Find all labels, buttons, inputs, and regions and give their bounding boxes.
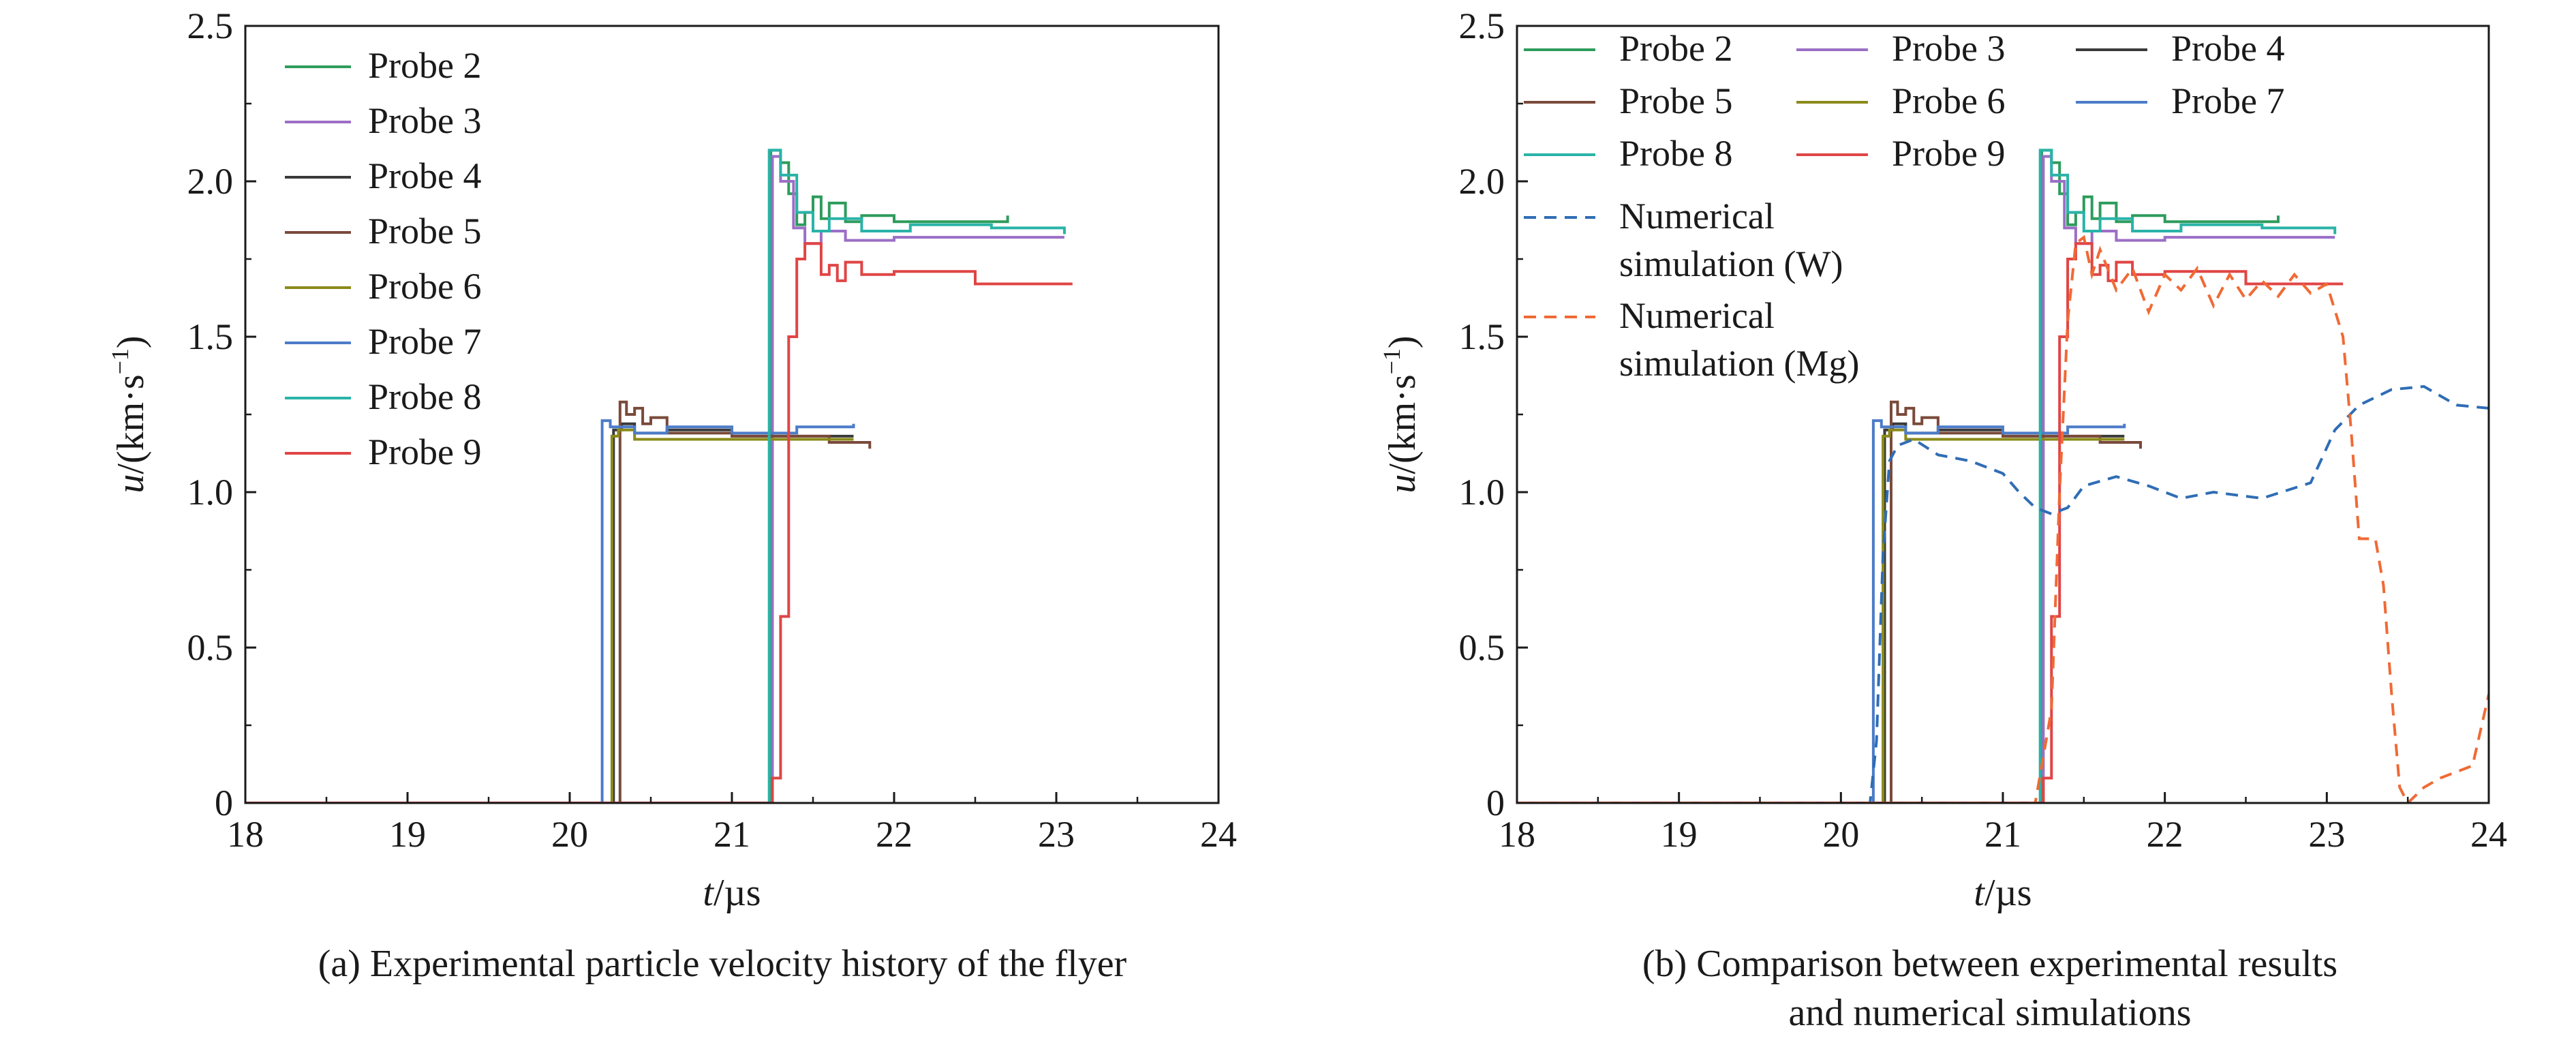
x-axis-label: t/µs [703, 872, 761, 914]
y-axis-label-close: ) [1381, 335, 1424, 348]
x-tick-label: 23 [2308, 814, 2345, 855]
legend-label-probe-3: Probe 3 [368, 100, 481, 141]
series-line-probe-4 [245, 422, 854, 803]
x-axis-label-unit: /µs [714, 872, 761, 914]
y-axis-label-sup: −1 [1378, 348, 1405, 374]
legend-label-numerical-simulation-w-line-2: simulation (W) [1619, 243, 1843, 284]
legend-label-probe-2: Probe 2 [368, 45, 481, 86]
legend-label-probe-6: Probe 6 [1892, 80, 2005, 121]
y-axis-label-var: u [110, 474, 152, 494]
series-line-probe-9 [1517, 242, 2344, 803]
caption-b-line-2: and numerical simulations [1788, 992, 2192, 1034]
y-tick-label: 2.5 [187, 5, 234, 46]
x-tick-label: 19 [1661, 814, 1698, 855]
series-line-probe-6 [1517, 428, 2125, 803]
x-axis-label-unit: /µs [1984, 872, 2032, 914]
series-line-numerical-simulation-w [1517, 384, 2489, 803]
legend-label-probe-9: Probe 9 [1892, 133, 2005, 174]
caption-b-line-1: (b) Comparison between experimental resu… [1642, 943, 2338, 985]
y-tick-label: 0.5 [1459, 627, 1505, 668]
y-tick-label: 1.5 [1459, 316, 1505, 357]
y-tick-label: 0 [215, 783, 233, 823]
legend-label-numerical-simulation-w-line-1: Numerical [1619, 196, 1775, 237]
y-tick-label: 1.5 [187, 316, 234, 357]
series-line-probe-7 [245, 419, 855, 803]
x-tick-label: 18 [227, 814, 264, 855]
x-tick-label: 23 [1038, 814, 1075, 855]
x-axis-label-var: t [703, 872, 714, 914]
x-tick-label: 24 [1200, 814, 1237, 855]
legend-label-probe-7: Probe 7 [368, 321, 481, 362]
series-line-probe-3 [1517, 155, 2335, 803]
legend-label-probe-3: Probe 3 [1892, 28, 2005, 69]
panel-b: 18 19 20 21 22 23 24 0 0.5 1.0 1.5 2.0 2.5 t/µs u/(km·… [1378, 5, 2507, 914]
series-line-probe-6 [245, 428, 854, 803]
y-tick-label: 0 [1486, 783, 1505, 823]
y-tick-label: 1.0 [187, 472, 234, 513]
y-axis-label-unit: /(km·s [1381, 374, 1424, 474]
series-line-probe-2 [245, 149, 1009, 803]
y-tick-label: 0.5 [187, 627, 234, 668]
x-tick-label: 20 [1822, 814, 1859, 855]
legend-label-probe-5: Probe 5 [368, 211, 481, 252]
y-tick-label: 2.0 [1459, 161, 1505, 202]
caption-a: (a) Experimental particle velocity histo… [318, 943, 1127, 985]
series-line-probe-5 [245, 400, 872, 803]
legend-label-probe-4: Probe 4 [368, 155, 481, 196]
series-line-probe-3 [245, 155, 1064, 803]
legend-label-numerical-simulation-mg-line-1: Numerical [1619, 295, 1775, 336]
series-line-probe-8 [245, 149, 1066, 803]
x-tick-label: 22 [2147, 814, 2183, 855]
legend-label-probe-9: Probe 9 [368, 431, 481, 472]
series-line-probe-9 [245, 242, 1073, 803]
x-tick-label: 20 [551, 814, 588, 855]
y-axis-label-sup: −1 [106, 348, 134, 374]
panel-a: 18 19 20 21 22 23 24 0 0.5 1.0 1.5 2.0 2.5 t/µs u/(km·… [106, 5, 1237, 914]
x-tick-label: 22 [876, 814, 913, 855]
legend: Probe 2 Probe 3 Probe 4 Probe 5 Probe 6 Probe… [1524, 28, 2284, 384]
y-tick-label: 2.0 [187, 161, 234, 202]
x-tick-label: 24 [2470, 814, 2507, 855]
series-line-probe-8 [1517, 149, 2337, 803]
x-tick-label: 21 [714, 814, 750, 855]
x-tick-label: 19 [389, 814, 426, 855]
y-axis-label: u/(km·s−1) [106, 335, 152, 493]
y-axis-label-close: ) [110, 335, 152, 348]
caption-b: (b) Comparison between experimental resu… [1438, 939, 2542, 1037]
y-axis-label: u/(km·s−1) [1378, 335, 1424, 493]
legend-label-probe-6: Probe 6 [368, 266, 481, 307]
legend-label-probe-8: Probe 8 [368, 376, 481, 417]
y-tick-label: 1.0 [1459, 472, 1505, 513]
series-group [1517, 149, 2489, 803]
x-axis-label-var: t [1974, 872, 1985, 914]
x-tick-label: 21 [1984, 814, 2021, 855]
series-line-probe-4 [1517, 422, 2125, 803]
series-line-probe-5 [1517, 400, 2142, 803]
legend-label-probe-7: Probe 7 [2171, 80, 2284, 121]
series-line-probe-7 [1517, 419, 2126, 803]
legend-label-probe-2: Probe 2 [1619, 28, 1732, 69]
legend-label-probe-4: Probe 4 [2171, 28, 2284, 69]
legend-label-probe-5: Probe 5 [1619, 80, 1732, 121]
y-tick-label: 2.5 [1459, 5, 1505, 46]
legend: Probe 2 Probe 3 Probe 4 Probe 5 Probe 6 Probe… [285, 45, 481, 472]
legend-label-numerical-simulation-mg-line-2: simulation (Mg) [1619, 343, 1859, 384]
series-group [245, 149, 1073, 803]
y-axis-label-unit: /(km·s [110, 374, 152, 474]
x-tick-label: 18 [1499, 814, 1535, 855]
series-line-numerical-simulation-mg [1517, 234, 2489, 803]
legend-label-probe-8: Probe 8 [1619, 133, 1732, 174]
y-axis-label-var: u [1381, 474, 1424, 494]
x-axis-label: t/µs [1974, 872, 2031, 914]
